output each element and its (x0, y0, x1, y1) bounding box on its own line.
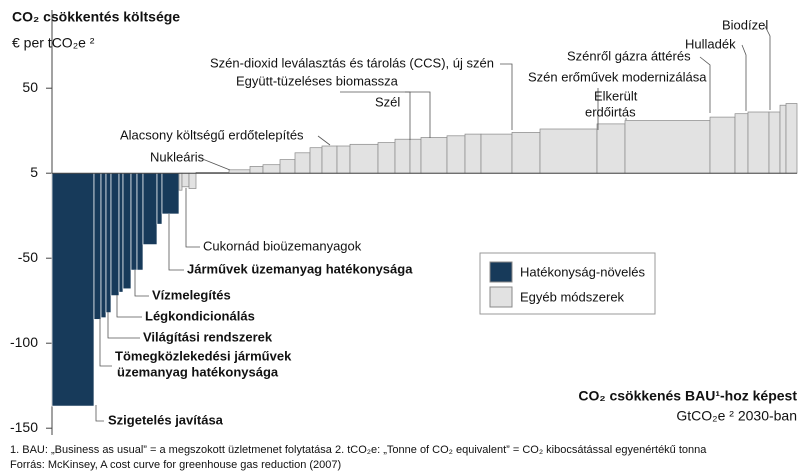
bar (118, 172, 124, 293)
bar (446, 135, 466, 174)
leader-line (134, 270, 149, 297)
leader-line (99, 318, 112, 367)
bar (279, 159, 296, 174)
source: Forrás: McKinsey, A cost curve for green… (10, 459, 341, 471)
bar (93, 172, 102, 320)
bar (349, 143, 379, 174)
bar (480, 133, 513, 174)
bar (142, 172, 158, 245)
bar (734, 113, 749, 174)
legend-label: Egyéb módszerek (520, 289, 625, 304)
annotation: Szén erőművek modernizálása (528, 69, 707, 84)
leader-line (500, 63, 513, 130)
bar (511, 132, 541, 174)
bar (122, 172, 132, 290)
y-tick-label: -100 (10, 334, 38, 350)
bar (779, 104, 787, 174)
bar (249, 166, 264, 174)
annotation: Szél (375, 94, 400, 109)
annotation: Szénről gázra áttérés (567, 48, 691, 63)
bar (336, 145, 351, 174)
bar (294, 152, 311, 174)
leader-line (107, 312, 140, 339)
annotation: Hulladék (685, 36, 736, 51)
y-tick-label: 50 (22, 79, 38, 95)
chart-subtitle: € per tCO₂e ² (12, 35, 95, 51)
bar (409, 138, 422, 174)
bar (377, 142, 396, 174)
annotation: Együtt-tüzeléses biomassza (236, 73, 399, 88)
bar (136, 172, 144, 271)
bar (596, 123, 626, 174)
bar (51, 172, 95, 407)
annotation: Elkerült (594, 88, 638, 103)
leader-line (405, 91, 431, 138)
leader-line (95, 405, 104, 422)
legend-swatch (489, 261, 513, 283)
leader-line (764, 25, 771, 110)
bar (624, 120, 711, 174)
bar (100, 172, 107, 319)
leader-line (168, 214, 184, 271)
bar (178, 172, 183, 191)
chart-title: CO₂ csökkentés költsége (12, 9, 180, 25)
bar (709, 116, 736, 174)
annotation: Szigetelés javítása (108, 412, 224, 427)
bar (130, 172, 138, 271)
leader-line (116, 295, 142, 318)
bar (309, 147, 323, 174)
leader-line (317, 135, 331, 146)
bar (105, 172, 112, 313)
bar (181, 172, 190, 188)
bar (321, 145, 338, 174)
legend-label: Hatékonyság-növelés (520, 264, 646, 279)
y-tick-label: -150 (10, 419, 38, 435)
bar (768, 111, 781, 174)
annotation: Járművek üzemanyag hatékonysága (187, 261, 413, 276)
annotation: Légkondicionálás (145, 308, 255, 323)
bar (785, 103, 798, 174)
leader-line (199, 157, 231, 171)
bar (394, 138, 411, 174)
annotation: Biodízel (722, 17, 768, 32)
bar (539, 128, 598, 174)
bar (747, 111, 770, 174)
bar (161, 172, 180, 215)
bar (420, 137, 448, 174)
footnote: 1. BAU: „Business as usual” = a megszoko… (10, 444, 707, 456)
bar (262, 164, 281, 174)
bar (228, 169, 251, 174)
y-tick-label: -50 (18, 249, 38, 265)
annotation: Nukleáris (150, 149, 205, 164)
bar (156, 172, 163, 225)
x-axis-label: CO₂ csökkenés BAU¹-hoz képest (578, 388, 797, 404)
leader-line (741, 44, 747, 111)
leader-line (340, 91, 411, 140)
bar (188, 172, 197, 189)
annotation: Szén-dioxid leválasztás és tárolás (CCS)… (210, 55, 494, 70)
x-axis-unit: GtCO₂e ² 2030-ban (676, 408, 797, 424)
bar (110, 172, 120, 296)
bar (464, 133, 482, 174)
y-tick-label: 5 (30, 164, 38, 180)
annotation: Tömegközlekedési járművek (115, 348, 292, 363)
leader-line (699, 56, 711, 113)
annotation: erdőirtás (585, 104, 636, 119)
annotation: Vízmelegítés (152, 287, 231, 302)
annotation: Alacsony költségű erdőtelepítés (120, 127, 304, 142)
annotation: üzemanyag hatékonysága (117, 364, 279, 379)
annotation: Cukornád bioüzemanyagok (203, 238, 362, 253)
legend-swatch (489, 286, 513, 308)
leader-line (185, 188, 200, 248)
annotation: Világítási rendszerek (143, 329, 273, 344)
